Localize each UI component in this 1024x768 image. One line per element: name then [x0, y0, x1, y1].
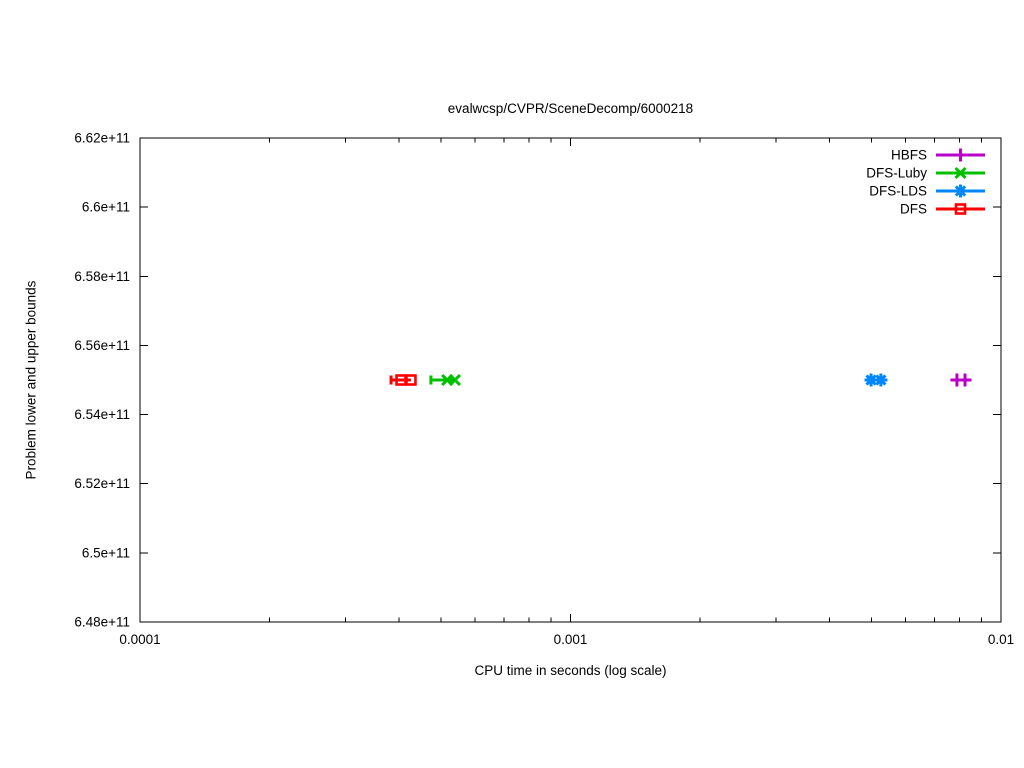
square-marker [405, 374, 417, 386]
y-axis-ticks: 6.48e+11 6.5e+11 6.52e+11 6.54e+11 6.56e+11 6… [74, 131, 1001, 630]
y-tick-label: 6.6e+11 [82, 200, 130, 215]
series-HBFS [950, 373, 972, 387]
y-tick-label: 6.54e+11 [74, 407, 130, 422]
x-tick-label: 0.0001 [119, 632, 160, 647]
legend-entry-DFS-Luby: DFS-Luby [866, 166, 985, 181]
x-tick-label: 0.01 [988, 632, 1014, 647]
legend-label: DFS-LDS [869, 184, 927, 199]
legend-entry-DFS-LDS: DFS-LDS [869, 184, 985, 199]
chart-title: evalwcsp/CVPR/SceneDecomp/6000218 [447, 101, 694, 116]
legend-label: DFS [900, 202, 927, 217]
x-axis-ticks: 0.0001 0.001 0.01 [119, 138, 1014, 647]
y-tick-label: 6.56e+11 [74, 338, 130, 353]
y-tick-label: 6.5e+11 [82, 545, 130, 560]
series-DFS-LDS [864, 373, 888, 387]
x-marker [954, 166, 967, 180]
y-tick-label: 6.62e+11 [74, 131, 130, 146]
x-marker [448, 373, 462, 387]
series-DFS [389, 374, 417, 386]
y-tick-label: 6.48e+11 [74, 615, 130, 630]
asterisk-marker [954, 184, 967, 198]
legend: HBFS DFS-Luby DFS-LDS DFS [866, 148, 985, 217]
legend-label: HBFS [891, 148, 927, 163]
y-tick-label: 6.58e+11 [74, 269, 130, 284]
legend-entry-HBFS: HBFS [891, 148, 985, 163]
plus-marker [954, 148, 967, 162]
legend-entry-DFS: DFS [900, 202, 985, 217]
legend-label: DFS-Luby [866, 166, 927, 181]
x-tick-label: 0.001 [554, 632, 588, 647]
x-axis-label: CPU time in seconds (log scale) [474, 663, 667, 678]
asterisk-marker [874, 373, 888, 387]
square-marker [954, 203, 967, 215]
plus-marker [958, 373, 972, 387]
y-tick-label: 6.52e+11 [74, 476, 130, 491]
series-DFS-Luby [429, 373, 462, 387]
